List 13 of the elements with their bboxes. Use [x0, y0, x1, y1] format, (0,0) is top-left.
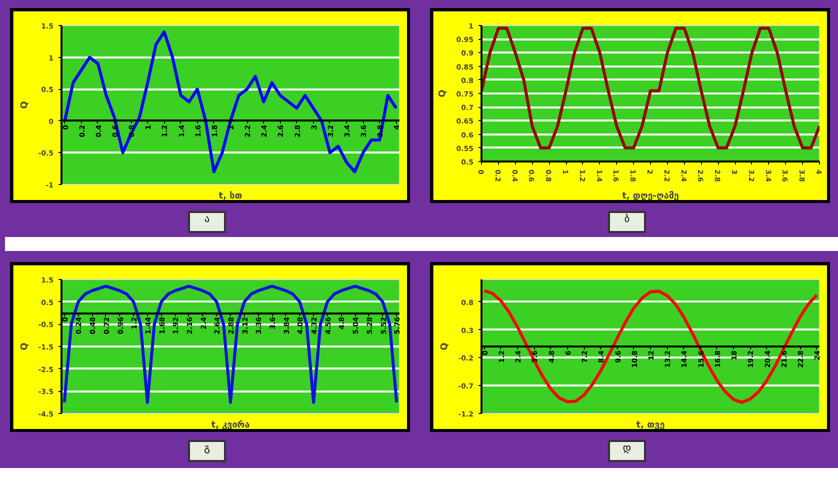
line-series	[62, 284, 398, 404]
y-axis-title: Q	[440, 342, 450, 350]
text: ა	[204, 213, 210, 226]
line-series	[482, 26, 820, 150]
line-series	[482, 289, 818, 404]
x-axis-title: t, სთ	[218, 190, 243, 202]
y-axis-title: Q	[438, 89, 448, 98]
y-axis-title: Q	[20, 342, 30, 350]
text: დ	[622, 442, 632, 455]
text: ბ	[624, 213, 630, 226]
line-series	[63, 30, 398, 174]
y-axis-title: Q	[20, 100, 30, 109]
text: გ	[204, 442, 210, 455]
